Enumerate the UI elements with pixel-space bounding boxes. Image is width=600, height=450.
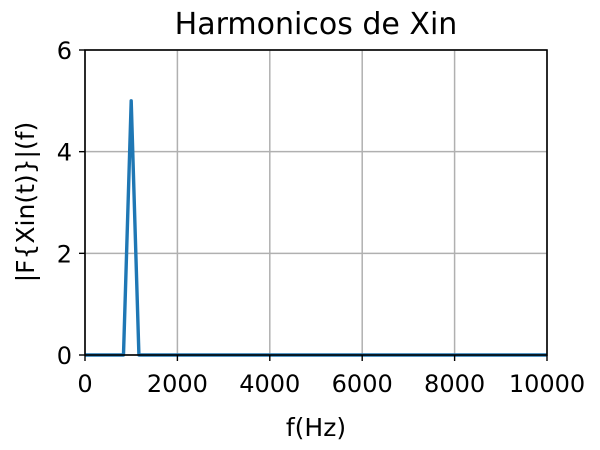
x-tick-label: 0 bbox=[77, 370, 92, 398]
x-tick-label: 4000 bbox=[239, 370, 300, 398]
y-axis: 0 2 4 6 bbox=[57, 37, 85, 370]
plot-frame bbox=[84, 49, 548, 356]
x-axis-label: f(Hz) bbox=[286, 413, 346, 442]
x-tick-label: 6000 bbox=[332, 370, 393, 398]
x-axis: 0 2000 4000 6000 8000 10000 bbox=[77, 355, 585, 398]
y-tick-label: 4 bbox=[57, 139, 72, 167]
y-axis-label: |F{Xin(t)}|(f) bbox=[11, 122, 40, 283]
y-tick-label: 0 bbox=[57, 342, 72, 370]
series-line bbox=[85, 99, 547, 357]
series-layer bbox=[85, 99, 547, 357]
y-tick-label: 6 bbox=[57, 37, 72, 65]
x-tick-label: 2000 bbox=[147, 370, 208, 398]
x-tick-label: 10000 bbox=[509, 370, 585, 398]
grid bbox=[84, 49, 548, 356]
chart-title: Harmonicos de Xin bbox=[175, 7, 458, 42]
y-tick-label: 2 bbox=[57, 240, 72, 268]
x-tick-label: 8000 bbox=[424, 370, 485, 398]
